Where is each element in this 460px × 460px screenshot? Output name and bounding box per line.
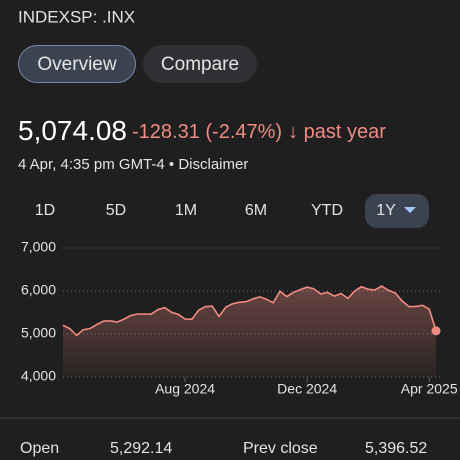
y-tick-label: 7,000: [21, 239, 56, 255]
y-tick-label: 6,000: [21, 282, 56, 298]
dropdown-icon[interactable]: [404, 207, 416, 213]
tab-button[interactable]: [18, 45, 136, 83]
y-tick-label: 5,000: [21, 325, 56, 341]
price-line: [62, 285, 437, 337]
end-point: [431, 326, 441, 336]
stat-label: Prev close: [243, 440, 318, 457]
title: INDEXSP: .INX: [18, 7, 135, 26]
tab-label[interactable]: Compare: [161, 54, 239, 75]
stat-value: 5,396.52: [365, 440, 427, 457]
change: -128.31 (-2.47%): [132, 121, 282, 143]
tab-button[interactable]: [143, 45, 257, 83]
area: [63, 286, 436, 377]
x-tick-label: Apr 2025: [401, 381, 458, 397]
range-tab[interactable]: 6M: [245, 202, 267, 219]
y-tick-label: 4,000: [21, 368, 56, 384]
range-tab[interactable]: 5D: [106, 202, 126, 219]
quote-line: 5,074.08 -128.31 (-2.47%) ↓ past year: [18, 115, 386, 146]
range-tab[interactable]: YTD: [311, 202, 343, 219]
x-tick-label: Aug 2024: [155, 381, 215, 397]
stat-label: Open: [20, 440, 59, 457]
stat-value: 5,292.14: [110, 440, 172, 457]
x-tick-label: Dec 2024: [277, 381, 337, 397]
range-selected[interactable]: [365, 194, 429, 228]
period: ↓ past year: [288, 121, 386, 143]
timestamp: 4 Apr, 4:35 pm GMT-4 • Disclaimer: [18, 156, 248, 173]
range-tab[interactable]: 1Y: [376, 202, 396, 219]
price: 5,074.08: [18, 115, 127, 146]
range-tab[interactable]: 1M: [175, 202, 197, 219]
tab-label[interactable]: Overview: [37, 54, 116, 75]
range-tab[interactable]: 1D: [35, 202, 55, 219]
